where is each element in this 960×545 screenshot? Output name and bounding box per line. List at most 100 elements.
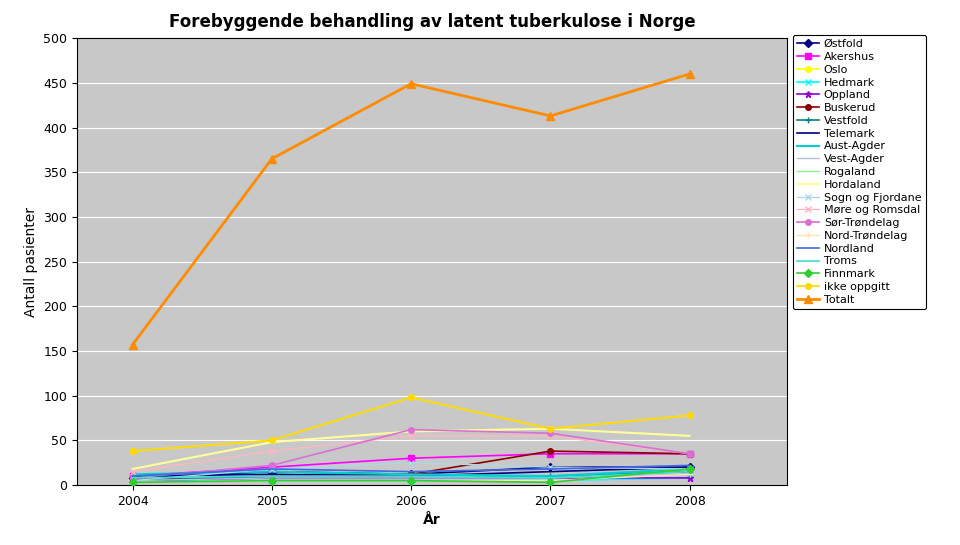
Troms <box>544 475 556 481</box>
Akershus <box>544 451 556 457</box>
Nordland <box>684 462 695 469</box>
Line: Østfold: Østfold <box>130 464 692 481</box>
Telemark <box>544 468 556 475</box>
Vestfold <box>127 477 138 484</box>
Finnmark <box>127 479 138 486</box>
Østfold <box>684 464 695 470</box>
Line: Aust-Agder: Aust-Agder <box>132 469 689 476</box>
ikke oppgitt <box>684 412 695 419</box>
Oslo <box>544 426 556 432</box>
Vestfold <box>684 468 695 475</box>
Hedmark <box>266 477 277 484</box>
Aust-Agder <box>266 468 277 475</box>
Oslo <box>405 394 417 401</box>
Y-axis label: Antall pasienter: Antall pasienter <box>24 207 37 317</box>
Line: Nordland: Nordland <box>132 465 689 476</box>
Buskerud <box>405 471 417 477</box>
Oppland <box>266 475 277 481</box>
Troms <box>684 468 695 475</box>
Nord-Trøndelag <box>405 477 417 484</box>
Finnmark <box>684 465 695 472</box>
Nord-Trøndelag <box>544 477 556 484</box>
Line: Finnmark: Finnmark <box>130 466 692 485</box>
Finnmark <box>544 479 556 486</box>
Møre og Romsdal <box>127 468 138 475</box>
Hordaland <box>127 465 138 472</box>
Hedmark <box>544 477 556 484</box>
Møre og Romsdal <box>266 448 277 455</box>
X-axis label: År: År <box>423 513 441 528</box>
ikke oppgitt <box>127 448 138 455</box>
Nordland <box>127 473 138 480</box>
Line: Møre og Romsdal: Møre og Romsdal <box>129 432 693 475</box>
Østfold <box>127 475 138 481</box>
Buskerud <box>127 476 138 483</box>
Oslo <box>684 412 695 419</box>
Vest-Agder <box>544 475 556 481</box>
Sør-Trøndelag <box>405 426 417 433</box>
Totalt <box>684 71 695 77</box>
Nord-Trøndelag <box>266 477 277 484</box>
Line: Vestfold: Vestfold <box>129 468 693 484</box>
Hordaland <box>544 426 556 432</box>
Akershus <box>127 473 138 480</box>
Sør-Trøndelag <box>544 430 556 437</box>
Akershus <box>405 455 417 462</box>
Østfold <box>266 468 277 475</box>
Line: Sogn og Fjordane: Sogn og Fjordane <box>129 459 693 484</box>
Møre og Romsdal <box>405 433 417 439</box>
Østfold <box>544 464 556 470</box>
Rogaland <box>127 479 138 486</box>
Vestfold <box>544 473 556 480</box>
Rogaland <box>544 479 556 486</box>
Line: Buskerud: Buskerud <box>130 449 692 482</box>
Møre og Romsdal <box>684 451 695 457</box>
Troms <box>266 473 277 480</box>
Totalt <box>266 155 277 162</box>
Vest-Agder <box>684 471 695 477</box>
Nordland <box>544 465 556 472</box>
Akershus <box>266 464 277 470</box>
Telemark <box>405 473 417 480</box>
Troms <box>127 475 138 481</box>
Line: Sør-Trøndelag: Sør-Trøndelag <box>130 427 692 481</box>
Hedmark <box>127 477 138 484</box>
Aust-Agder <box>405 471 417 477</box>
Østfold <box>405 471 417 477</box>
Telemark <box>684 464 695 470</box>
Oppland <box>684 475 695 481</box>
Oppland <box>544 475 556 481</box>
Akershus <box>684 451 695 457</box>
ikke oppgitt <box>405 394 417 401</box>
Vest-Agder <box>127 477 138 484</box>
Sogn og Fjordane <box>127 477 138 484</box>
Oppland <box>405 475 417 481</box>
Title: Forebyggende behandling av latent tuberkulose i Norge: Forebyggende behandling av latent tuberk… <box>169 13 695 31</box>
Sør-Trøndelag <box>266 462 277 469</box>
Telemark <box>266 471 277 477</box>
Telemark <box>127 473 138 480</box>
Møre og Romsdal <box>544 433 556 439</box>
Line: Oppland: Oppland <box>129 475 693 484</box>
Sogn og Fjordane <box>544 464 556 470</box>
Vestfold <box>405 473 417 480</box>
Line: Vest-Agder: Vest-Agder <box>132 474 689 481</box>
Buskerud <box>684 451 695 457</box>
Totalt <box>127 342 138 348</box>
Aust-Agder <box>127 471 138 477</box>
Rogaland <box>266 477 277 484</box>
Sogn og Fjordane <box>405 459 417 466</box>
Finnmark <box>405 477 417 484</box>
Troms <box>405 473 417 480</box>
Line: Rogaland: Rogaland <box>132 469 689 482</box>
Line: Troms: Troms <box>132 471 689 478</box>
Rogaland <box>405 477 417 484</box>
Line: Telemark: Telemark <box>132 467 689 476</box>
Line: Totalt: Totalt <box>129 70 694 349</box>
Legend: Østfold, Akershus, Oslo, Hedmark, Oppland, Buskerud, Vestfold, Telemark, Aust-Ag: Østfold, Akershus, Oslo, Hedmark, Opplan… <box>793 35 926 309</box>
Hedmark <box>684 475 695 481</box>
Nord-Trøndelag <box>127 479 138 486</box>
Line: Nord-Trøndelag: Nord-Trøndelag <box>129 471 693 486</box>
Line: Akershus: Akershus <box>130 451 692 479</box>
ikke oppgitt <box>266 437 277 444</box>
